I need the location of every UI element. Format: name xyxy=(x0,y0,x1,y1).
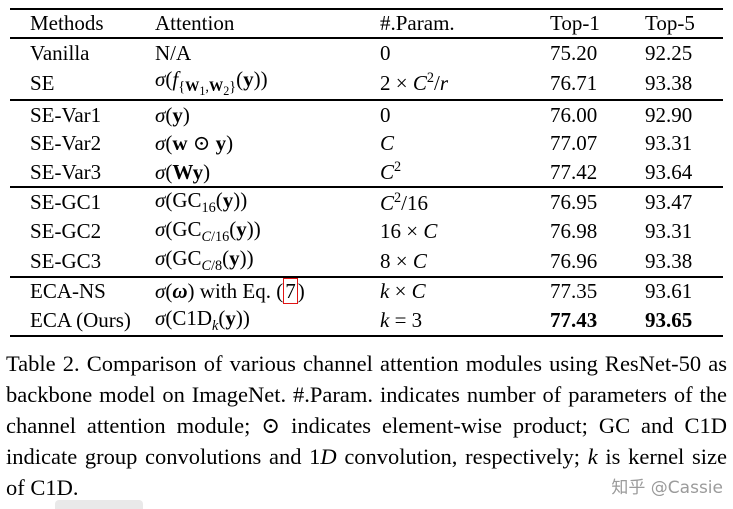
table-row: SE-GC2 σ(GCC/16(y)) 16 × C 76.98 93.31 xyxy=(10,217,723,246)
cell-top1: 76.00 xyxy=(550,99,645,130)
cell-top1: 77.43 xyxy=(550,305,645,337)
table-row: ECA (Ours) σ(C1Dk(y)) k = 3 77.43 93.65 xyxy=(10,305,723,337)
cell-top1: 76.96 xyxy=(550,248,598,273)
table-row: ECA-NS σ(ω) with Eq. (7) k × C 77.35 93.… xyxy=(10,275,723,306)
cell-top5: 93.64 xyxy=(645,159,693,184)
table-row: Vanilla N/A 0 75.20 92.25 xyxy=(10,38,723,67)
zhihu-watermark: 知乎 @Cassie xyxy=(611,478,723,498)
cell-attention: σ(Wy) xyxy=(155,159,211,184)
table-caption: Table 2. Comparison of various channel a… xyxy=(6,350,727,500)
cell-top5: 93.65 xyxy=(645,305,723,337)
col-header-params: #.Param. xyxy=(380,11,455,35)
cell-params: 0 xyxy=(380,40,391,65)
cell-params: 2 × C2/r xyxy=(380,70,449,96)
cell-params: 0 xyxy=(380,99,550,130)
col-header-methods: Methods xyxy=(30,11,104,35)
cell-attention: σ(ω) with Eq. (7) xyxy=(155,275,380,306)
cell-top5: 93.31 xyxy=(645,131,693,156)
cell-params: C2 xyxy=(380,159,402,185)
col-header-top1: Top-1 xyxy=(550,11,600,35)
cell-attention: σ(w ⊙ y) xyxy=(155,131,234,156)
cell-top5: 93.38 xyxy=(645,248,693,273)
cell-attention: σ(f{W1,W2}(y)) xyxy=(155,67,268,99)
cell-top5: 93.61 xyxy=(645,275,723,306)
cell-top5: 93.47 xyxy=(645,186,723,218)
cell-method: SE-Var2 xyxy=(30,131,102,156)
cell-params: k × C xyxy=(380,275,550,306)
cell-params: 8 × C xyxy=(380,248,427,273)
cell-attention: σ(GCC/8(y)) xyxy=(155,246,254,275)
col-header-top5: Top-5 xyxy=(645,11,695,35)
col-header-attention: Attention xyxy=(155,11,235,35)
table-row: SE-Var1 σ(y) 0 76.00 92.90 xyxy=(10,99,723,130)
cell-top5: 93.31 xyxy=(645,219,693,244)
cell-method: ECA (Ours) xyxy=(10,305,155,337)
cell-top1: 76.95 xyxy=(550,186,645,218)
cell-params: k = 3 xyxy=(380,305,550,337)
cell-top5: 92.25 xyxy=(645,40,693,65)
cell-method: Vanilla xyxy=(30,40,90,65)
cell-method: SE xyxy=(30,70,55,95)
cell-top5: 93.38 xyxy=(645,70,693,95)
table-row: SE-GC3 σ(GCC/8(y)) 8 × C 76.96 93.38 xyxy=(10,246,723,276)
cell-params: C xyxy=(380,131,395,156)
cell-top1: 77.35 xyxy=(550,275,645,306)
cell-top1: 76.98 xyxy=(550,219,598,244)
partial-element-below xyxy=(55,500,143,509)
cell-top1: 77.42 xyxy=(550,159,598,184)
cell-attention: σ(C1Dk(y)) xyxy=(155,305,380,337)
results-table: Methods Attention #.Param. Top-1 Top-5 V… xyxy=(10,8,723,337)
cell-method: SE-GC3 xyxy=(30,248,102,273)
cell-method: SE-Var3 xyxy=(30,159,102,184)
table-header-row: Methods Attention #.Param. Top-1 Top-5 xyxy=(10,9,723,38)
table-row: SE-Var3 σ(Wy) C2 77.42 93.64 xyxy=(10,158,723,187)
table-row: SE-Var2 σ(w ⊙ y) C 77.07 93.31 xyxy=(10,129,723,158)
equation-ref-link[interactable]: 7 xyxy=(283,278,298,305)
cell-params: C2/16 xyxy=(380,186,550,218)
cell-top1: 77.07 xyxy=(550,131,598,156)
cell-attention: N/A xyxy=(155,40,192,65)
cell-params: 16 × C xyxy=(380,219,438,244)
cell-attention: σ(y) xyxy=(155,99,380,130)
table-row: SE σ(f{W1,W2}(y)) 2 × C2/r 76.71 93.38 xyxy=(10,67,723,100)
cell-method: SE-GC2 xyxy=(30,219,102,244)
cell-top1: 76.71 xyxy=(550,70,598,95)
cell-top5: 92.90 xyxy=(645,99,723,130)
cell-method: SE-GC1 xyxy=(10,186,155,218)
cell-method: ECA-NS xyxy=(10,275,155,306)
cell-method: SE-Var1 xyxy=(10,99,155,130)
table-row: SE-GC1 σ(GC16(y)) C2/16 76.95 93.47 xyxy=(10,186,723,218)
cell-top1: 75.20 xyxy=(550,40,598,65)
cell-attention: σ(GCC/16(y)) xyxy=(155,217,261,246)
cell-attention: σ(GC16(y)) xyxy=(155,186,380,218)
